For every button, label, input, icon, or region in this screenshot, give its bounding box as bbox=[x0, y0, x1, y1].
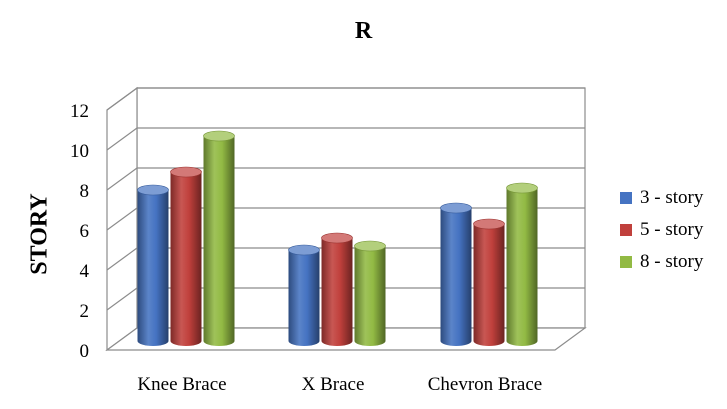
y-tick-label: 0 bbox=[80, 341, 90, 362]
y-axis-ticks: 0 2 4 6 8 10 12 bbox=[70, 101, 90, 362]
bar-body bbox=[288, 250, 320, 346]
bar-body bbox=[506, 188, 538, 347]
grid-line bbox=[106, 87, 585, 111]
bar-body bbox=[473, 224, 505, 347]
x-tick-label: X Brace bbox=[302, 374, 365, 395]
grid-lines bbox=[106, 87, 585, 311]
bar-body bbox=[440, 208, 472, 347]
legend-item: 8 - story bbox=[620, 250, 703, 274]
legend-label: 5 - story bbox=[640, 219, 704, 240]
bar-body bbox=[170, 172, 202, 347]
y-tick-label: 4 bbox=[80, 261, 90, 282]
bar bbox=[354, 240, 386, 347]
y-tick-label: 6 bbox=[80, 221, 90, 242]
legend-swatch bbox=[620, 256, 632, 268]
legend-item: 5 - story bbox=[620, 218, 703, 242]
bar bbox=[137, 184, 169, 347]
grid-line bbox=[106, 287, 585, 311]
bar bbox=[288, 244, 320, 346]
bar-body bbox=[137, 190, 169, 347]
x-axis-ticks: Knee Brace X Brace Chevron Brace bbox=[137, 374, 542, 395]
y-tick-label: 2 bbox=[80, 301, 90, 322]
legend-item: 3 - story bbox=[620, 186, 703, 210]
y-tick-label: 10 bbox=[70, 141, 89, 162]
bars bbox=[137, 130, 538, 347]
grid-line bbox=[106, 167, 585, 191]
bar-top bbox=[170, 166, 202, 178]
bar-body bbox=[321, 238, 353, 347]
y-tick-label: 8 bbox=[80, 181, 90, 202]
bar bbox=[440, 202, 472, 347]
bar bbox=[473, 218, 505, 347]
bar-top bbox=[354, 240, 386, 252]
legend-swatch bbox=[620, 192, 632, 204]
x-tick-label: Chevron Brace bbox=[428, 374, 542, 395]
bar-body bbox=[203, 136, 235, 347]
grid-line bbox=[106, 247, 585, 271]
bar bbox=[203, 130, 235, 347]
bar-top bbox=[203, 130, 235, 142]
bar-top bbox=[137, 184, 169, 196]
y-tick-label: 12 bbox=[70, 101, 89, 122]
x-tick-label: Knee Brace bbox=[137, 374, 226, 395]
bar-body bbox=[354, 246, 386, 347]
bar bbox=[170, 166, 202, 347]
bar-top bbox=[440, 202, 472, 214]
bar bbox=[506, 182, 538, 347]
bar-top bbox=[288, 244, 320, 256]
legend-swatch bbox=[620, 224, 632, 236]
bar-top bbox=[506, 182, 538, 194]
chart-title: R bbox=[354, 18, 373, 44]
legend-label: 3 - story bbox=[640, 187, 704, 208]
grid-line bbox=[106, 127, 585, 151]
legend-label: 8 - story bbox=[640, 251, 704, 272]
bar bbox=[321, 232, 353, 347]
bar-top bbox=[473, 218, 505, 230]
legend: 3 - story 5 - story 8 - story bbox=[620, 186, 703, 282]
grid-line bbox=[106, 207, 585, 231]
bar-top bbox=[321, 232, 353, 244]
